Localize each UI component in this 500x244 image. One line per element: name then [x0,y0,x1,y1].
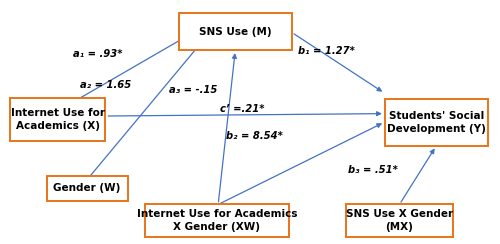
Text: Internet Use for
Academics (X): Internet Use for Academics (X) [10,108,104,131]
Text: b₁ = 1.27*: b₁ = 1.27* [298,46,354,56]
Text: a₂ = 1.65: a₂ = 1.65 [80,80,131,90]
Text: c’ =.21*: c’ =.21* [220,104,265,114]
Text: a₃ = -.15: a₃ = -.15 [170,85,218,95]
FancyBboxPatch shape [385,99,488,146]
FancyBboxPatch shape [346,204,454,237]
Text: Gender (W): Gender (W) [54,183,121,193]
Text: Internet Use for Academics
X Gender (XW): Internet Use for Academics X Gender (XW) [136,209,297,232]
Text: SNS Use X Gender
(MX): SNS Use X Gender (MX) [346,209,453,232]
FancyBboxPatch shape [10,98,106,141]
FancyBboxPatch shape [179,13,292,50]
FancyBboxPatch shape [46,176,128,201]
Text: a₁ = .93*: a₁ = .93* [74,49,123,59]
Text: b₃ = .51*: b₃ = .51* [348,165,398,175]
Text: b₂ = 8.54*: b₂ = 8.54* [226,131,283,141]
FancyBboxPatch shape [144,204,289,237]
Text: SNS Use (M): SNS Use (M) [199,27,272,37]
Text: Students' Social
Development (Y): Students' Social Development (Y) [387,112,486,134]
